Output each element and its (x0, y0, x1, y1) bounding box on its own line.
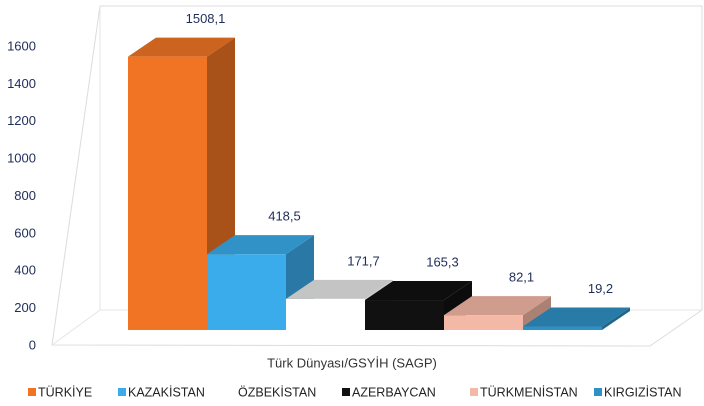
legend-swatch (594, 388, 602, 396)
bar-top (128, 37, 235, 57)
legend-label: KIRGIZİSTAN (604, 385, 682, 399)
legend-label: ÖZBEKİSTAN (238, 385, 316, 399)
y-tick-label: 800 (14, 188, 36, 203)
y-tick-label: 1000 (7, 151, 36, 166)
bar-top (523, 307, 630, 327)
bar-side (523, 296, 551, 330)
y-tick-label: 600 (14, 225, 36, 240)
data-label: 82,1 (509, 270, 534, 285)
legend-label: TÜRKMENİSTAN (480, 385, 578, 399)
legend-label: KAZAKİSTAN (128, 385, 205, 399)
bar (207, 254, 286, 330)
y-tick-label: 200 (14, 300, 36, 315)
y-tick-label: 400 (14, 263, 36, 278)
bar (286, 298, 365, 330)
data-label: 19,2 (588, 281, 613, 296)
bar (523, 326, 602, 330)
legend-label: AZERBAYCAN (352, 385, 436, 399)
data-label: 1508,1 (186, 11, 226, 26)
legend-swatch (228, 388, 236, 396)
legend-swatch (28, 388, 36, 396)
bar (365, 300, 444, 330)
legend-swatch (342, 388, 350, 396)
data-label: 418,5 (268, 209, 301, 224)
y-tick-label: 1200 (7, 113, 36, 128)
bar-top (286, 279, 393, 299)
bar-top (207, 235, 314, 255)
y-tick-label: 1600 (7, 38, 36, 53)
floor-edge (51, 309, 101, 346)
legend-swatch (118, 388, 126, 396)
bar-top (365, 281, 472, 301)
bar-top (444, 296, 551, 316)
bar (444, 315, 523, 330)
y-tick-label: 0 (29, 337, 36, 352)
y-tick-label: 1400 (7, 76, 36, 91)
bar-side (602, 307, 630, 330)
x-tick-label: Türk Dünyası/GSYİH (SAGP) (267, 355, 437, 370)
walls (51, 5, 703, 347)
data-label: 171,7 (347, 253, 380, 268)
data-label: 165,3 (426, 254, 459, 269)
legend-label: TÜRKİYE (38, 385, 92, 399)
legend-swatch (470, 388, 478, 396)
bar (128, 56, 207, 331)
